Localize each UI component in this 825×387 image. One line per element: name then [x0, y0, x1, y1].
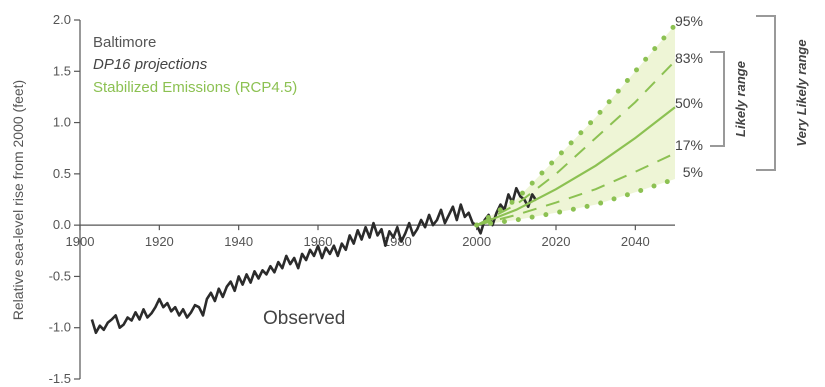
- location-title: Baltimore: [93, 34, 156, 51]
- projection-line-50pct: [476, 106, 676, 227]
- y-tick-label: -0.5: [49, 268, 71, 283]
- x-tick-label: 1900: [66, 234, 95, 249]
- y-tick-label: 1.0: [53, 115, 71, 130]
- scenario-label: Stabilized Emissions (RCP4.5): [93, 79, 297, 96]
- very-likely-range-label: Very Likely range: [794, 39, 809, 146]
- x-tick-label: 1920: [145, 234, 174, 249]
- y-tick-label: 1.5: [53, 63, 71, 78]
- projection-line-17pct: [476, 152, 676, 227]
- x-axis: 1900 1920 1940 1960 1980 2000 2020 2040: [66, 224, 675, 249]
- observed-series: [90, 186, 538, 335]
- percentile-label-5pct: 5%: [683, 164, 703, 180]
- y-tick-label: 0.5: [53, 166, 71, 181]
- observed-line: [90, 186, 538, 335]
- y-tick-label: -1.5: [49, 371, 71, 386]
- y-axis-label: Relative sea-level rise from 2000 (feet): [10, 80, 26, 320]
- percentile-label-83pct: 83%: [675, 50, 703, 66]
- projection-line-5pct: [474, 176, 678, 228]
- percentile-label-17pct: 17%: [675, 137, 703, 153]
- x-tick-label: 1960: [304, 234, 333, 249]
- x-tick-label: 2020: [542, 234, 571, 249]
- y-tick-label: -1.0: [49, 320, 71, 335]
- projection-subtitle: DP16 projections: [93, 56, 208, 73]
- y-axis: 2.0 1.5 1.0 0.5 0.0 -0.5 -1.0 -1.5: [49, 12, 81, 386]
- likely-range-bracket: Likely range: [710, 51, 748, 147]
- percentile-labels: 95% 83% 50% 17% 5%: [675, 13, 703, 180]
- very-likely-range-bracket: Very Likely range: [756, 15, 809, 171]
- x-tick-label: 2000: [462, 234, 491, 249]
- observed-label: Observed: [263, 308, 345, 329]
- projection-series: [474, 22, 678, 228]
- likely-range-label: Likely range: [733, 61, 748, 137]
- x-tick-label: 1980: [383, 234, 412, 249]
- y-tick-label: 0.0: [53, 217, 71, 232]
- y-tick-label: 2.0: [53, 12, 71, 27]
- projection-line-83pct: [476, 60, 676, 226]
- percentile-label-50pct: 50%: [675, 95, 703, 111]
- x-tick-label: 1940: [224, 234, 253, 249]
- percentile-label-95pct: 95%: [675, 13, 703, 29]
- x-tick-label: 2040: [621, 234, 650, 249]
